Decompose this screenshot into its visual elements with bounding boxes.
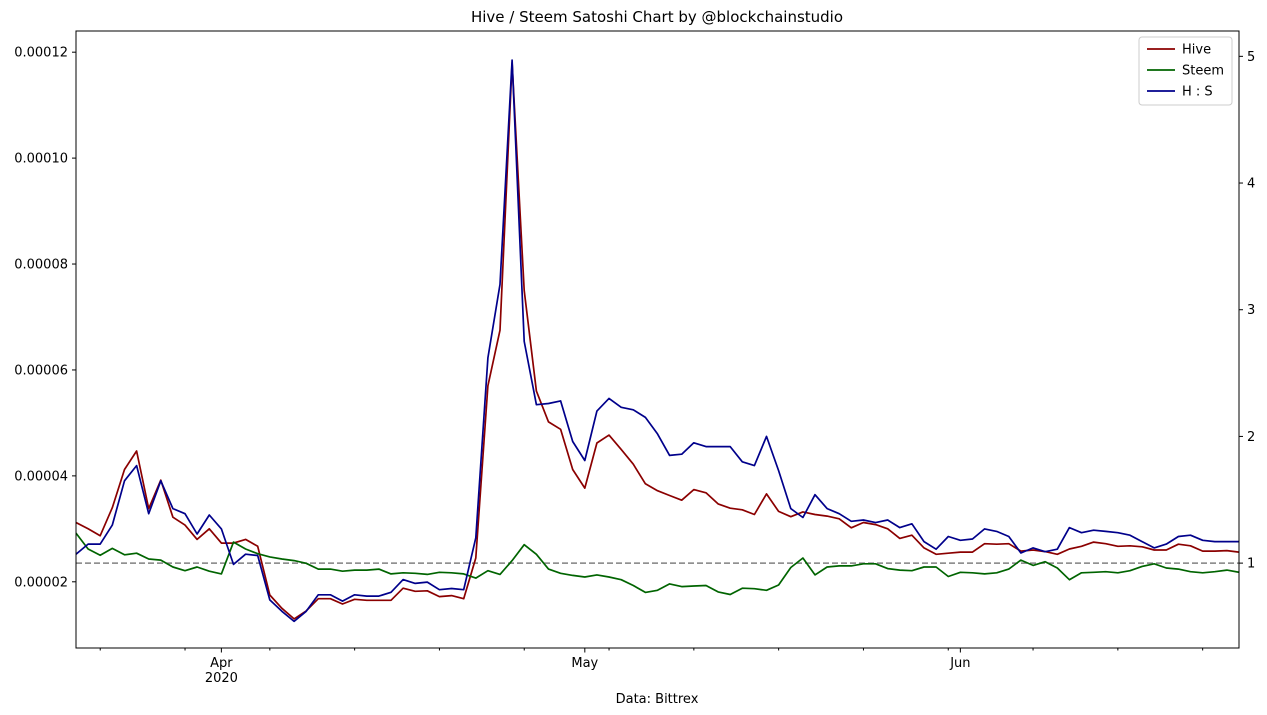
x-tick-label: May bbox=[571, 656, 598, 671]
y-right-tick-label: 2 bbox=[1247, 430, 1255, 445]
y-left-tick-label: 0.00012 bbox=[14, 46, 68, 61]
legend: Hive Steem H : S bbox=[1138, 36, 1233, 106]
y-left-tick-label: 0.00002 bbox=[14, 575, 68, 590]
series-line-steem bbox=[76, 532, 1239, 596]
x-tick-sublabel: 2020 bbox=[205, 671, 238, 686]
y-left-tick-label: 0.00010 bbox=[14, 152, 68, 167]
y-right-tick-label: 4 bbox=[1247, 177, 1255, 192]
x-tick-label: Apr bbox=[210, 656, 233, 671]
y-left-tick-label: 0.00004 bbox=[14, 469, 68, 484]
plot-frame bbox=[75, 30, 1240, 649]
y-left-tick-label: 0.00008 bbox=[14, 258, 68, 273]
y-left-tick-label: 0.00006 bbox=[14, 363, 68, 378]
legend-label-hive: Hive bbox=[1182, 43, 1211, 58]
legend-label-h-s: H : S bbox=[1182, 85, 1213, 100]
chart-title: Hive / Steem Satoshi Chart by @blockchai… bbox=[471, 8, 843, 26]
legend-label-steem: Steem bbox=[1182, 64, 1224, 79]
y-right-tick-label: 3 bbox=[1247, 303, 1255, 318]
series-line-h-s bbox=[76, 59, 1239, 623]
legend-box bbox=[1138, 36, 1233, 106]
y-right-tick-label: 5 bbox=[1247, 50, 1255, 65]
x-axis-label: Data: Bittrex bbox=[616, 692, 699, 707]
x-tick-label: Jun bbox=[949, 656, 970, 671]
y-right-tick-label: 1 bbox=[1247, 557, 1255, 572]
